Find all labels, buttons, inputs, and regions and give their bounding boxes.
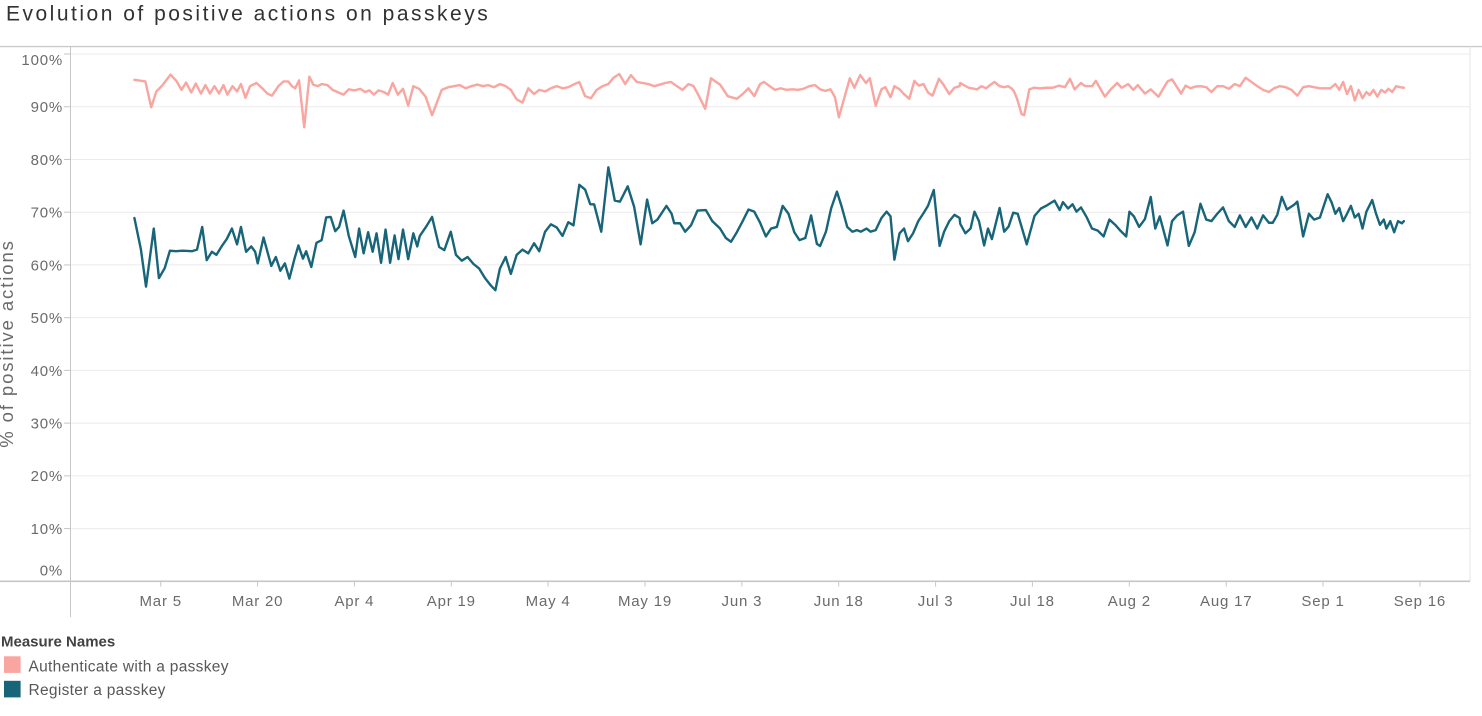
svg-text:90%: 90% [31, 99, 63, 116]
svg-text:Jul 3: Jul 3 [918, 593, 954, 610]
svg-text:Sep 16: Sep 16 [1394, 593, 1446, 610]
svg-text:30%: 30% [31, 416, 63, 433]
svg-text:% of positive actions: % of positive actions [0, 239, 17, 448]
svg-text:Mar 5: Mar 5 [140, 593, 182, 610]
svg-text:Apr 19: Apr 19 [427, 593, 476, 610]
svg-text:May 4: May 4 [526, 593, 571, 610]
svg-text:0%: 0% [40, 563, 63, 580]
svg-text:60%: 60% [31, 257, 63, 274]
svg-text:20%: 20% [31, 468, 63, 485]
svg-text:Measure Names: Measure Names [1, 633, 115, 650]
svg-text:80%: 80% [31, 152, 63, 169]
svg-text:50%: 50% [31, 310, 63, 327]
svg-text:100%: 100% [21, 52, 63, 69]
svg-text:Jun 3: Jun 3 [722, 593, 763, 610]
svg-text:Evolution of positive actions: Evolution of positive actions on passkey… [6, 3, 490, 26]
svg-text:Sep 1: Sep 1 [1301, 593, 1344, 610]
svg-text:Jul 18: Jul 18 [1010, 593, 1055, 610]
svg-text:Register a passkey: Register a passkey [29, 682, 166, 699]
svg-text:May 19: May 19 [618, 593, 672, 610]
svg-text:Jun 18: Jun 18 [814, 593, 864, 610]
svg-text:Aug 17: Aug 17 [1200, 593, 1252, 610]
svg-text:Mar 20: Mar 20 [232, 593, 284, 610]
svg-text:10%: 10% [31, 521, 63, 538]
svg-text:Aug 2: Aug 2 [1108, 593, 1151, 610]
svg-text:40%: 40% [31, 363, 63, 380]
svg-text:Authenticate with a passkey: Authenticate with a passkey [29, 658, 229, 675]
svg-text:70%: 70% [31, 205, 63, 222]
svg-text:Apr 4: Apr 4 [334, 593, 374, 610]
